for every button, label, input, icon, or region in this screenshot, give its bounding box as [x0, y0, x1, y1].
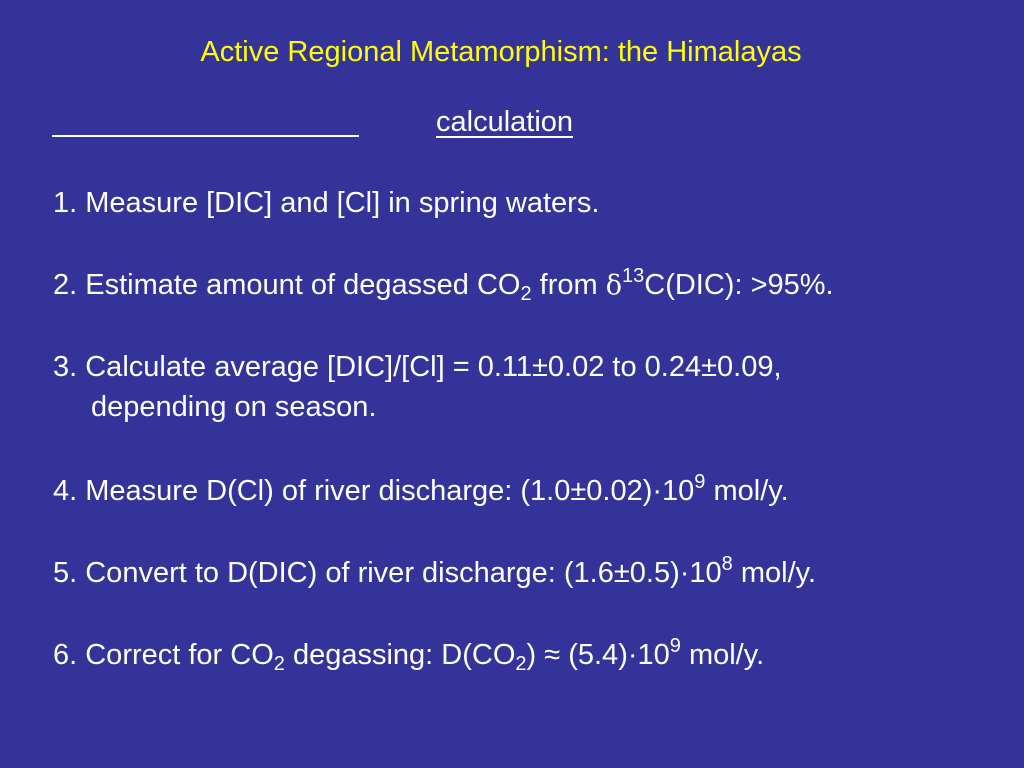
step-4-text-end: mol/y. — [705, 475, 789, 507]
step-2-text-start: 2. Estimate amount of degassed CO — [53, 269, 521, 301]
step-2-subscript: 2 — [520, 283, 532, 305]
step-6-superscript: 9 — [669, 635, 681, 657]
section-heading: calculation — [436, 106, 574, 138]
step-6-text-end: mol/y. — [680, 639, 765, 671]
step-3: 3. Calculate average [DIC]/[Cl] = 0.11±0… — [53, 347, 782, 427]
step-6-text-mid-1: degassing: D(CO — [284, 639, 516, 671]
step-5-superscript: 8 — [721, 553, 733, 575]
step-1-text: 1. Measure [DIC] and [Cl] in spring wate… — [53, 187, 600, 219]
step-2-text-mid: from — [531, 269, 606, 301]
step-3-line-1: 3. Calculate average [DIC]/[Cl] = 0.11±0… — [53, 351, 782, 383]
step-6: 6. Correct for CO2 degassing: D(CO2) ≈ (… — [53, 635, 764, 675]
delta-symbol: δ — [605, 270, 622, 301]
step-4-superscript: 9 — [694, 471, 706, 493]
step-3-line-2: depending on season. — [91, 391, 377, 423]
step-2-text-end: C(DIC): >95%. — [644, 269, 834, 301]
step-6-text-start: 6. Correct for CO — [53, 639, 274, 671]
step-1: 1. Measure [DIC] and [Cl] in spring wate… — [53, 183, 599, 223]
step-6-text-mid-2: ) ≈ (5.4)·10 — [526, 639, 670, 671]
step-5-text-end: mol/y. — [732, 557, 817, 589]
step-5: 5. Convert to D(DIC) of river discharge:… — [53, 553, 816, 593]
slide-title: Active Regional Metamorphism: the Himala… — [200, 36, 802, 68]
step-4-text-start: 4. Measure D(Cl) of river discharge: (1.… — [53, 475, 695, 507]
step-2: 2. Estimate amount of degassed CO2 from … — [53, 265, 834, 306]
step-2-superscript: 13 — [622, 265, 645, 287]
step-6-subscript-2: 2 — [515, 653, 527, 675]
step-6-subscript-1: 2 — [273, 653, 285, 675]
step-4: 4. Measure D(Cl) of river discharge: (1.… — [53, 471, 789, 511]
blank-underline — [52, 135, 359, 137]
step-5-text-start: 5. Convert to D(DIC) of river discharge:… — [53, 557, 722, 589]
